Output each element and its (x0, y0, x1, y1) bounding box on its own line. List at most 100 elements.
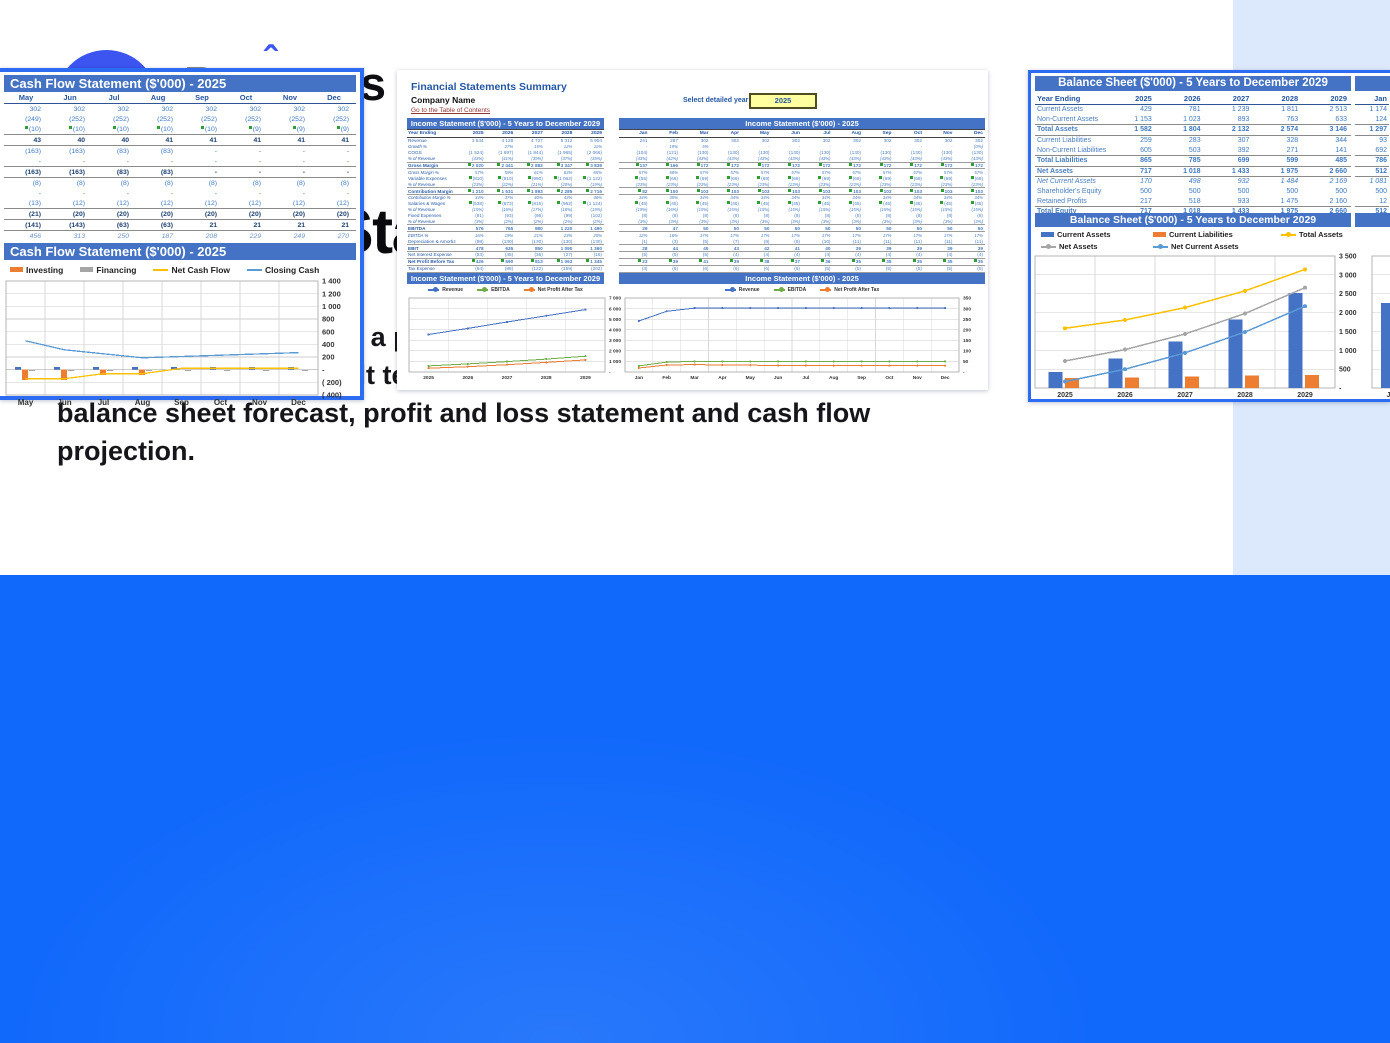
cell: (252) (245, 115, 261, 123)
flag-icon (970, 201, 974, 205)
cell: (252) (201, 115, 217, 123)
cell: 500 (1375, 188, 1387, 196)
cell: 865 (1107, 154, 1156, 167)
cell: (12) (292, 199, 305, 207)
cell: 259 (1140, 137, 1152, 145)
cell: 50 (924, 224, 955, 233)
row-label: Variable Expenses (408, 175, 447, 181)
cell: (5) (977, 266, 983, 272)
cell: 485 (1302, 154, 1351, 167)
cell: 302 (944, 138, 953, 144)
svg-text:300: 300 (963, 306, 971, 312)
cell: 229 (249, 232, 261, 240)
cell: (4) (977, 252, 983, 258)
cell: 302 (883, 138, 892, 144)
column-header: Dec (954, 129, 985, 138)
svg-text:350: 350 (963, 296, 971, 302)
table-row: (163) (163) (83) (83) - - - - (4, 166, 356, 178)
table-row: (8) (8) (8) (8) (8) (8) (8) (8) (8) (8) (8) (8) (619, 213, 985, 219)
cell: (43%) (788, 156, 800, 162)
cell: (2 066) (587, 150, 602, 156)
flag-icon (757, 188, 761, 192)
cell: 2 160 (1329, 197, 1347, 205)
svg-text:100: 100 (963, 349, 971, 355)
cell: 302 (700, 138, 709, 144)
legend-item: Total Assets (1281, 230, 1371, 239)
cell: (141) (4, 219, 48, 231)
cell: 172 (680, 161, 711, 170)
column-header: 2027 (515, 129, 545, 138)
cell: (8) (824, 213, 831, 219)
table-row: Net Assets 717 1 018 1 433 1 975 2 660 (1035, 165, 1351, 178)
cell: (4) (824, 252, 831, 258)
cell: (69) (711, 175, 742, 181)
cell: 217 (1140, 197, 1152, 205)
column-header: 2027 (1204, 93, 1254, 105)
svg-text:Aug: Aug (829, 375, 838, 381)
cell: (43%) (727, 156, 739, 162)
cell: 34% (638, 195, 648, 201)
cell: 34% (791, 195, 800, 201)
cell: (69) (741, 175, 772, 181)
cell: - (82, 189, 85, 197)
cell: 61% (534, 169, 543, 175)
cell: (53) (475, 252, 484, 258)
cell: (5) (946, 266, 953, 272)
cell: (69) (955, 175, 986, 181)
cell: (4) (885, 252, 892, 258)
cell: 1 345 (574, 257, 604, 266)
flag-icon (556, 188, 560, 192)
cell: (8) (120, 179, 129, 187)
cell: - (302, 157, 305, 165)
income-panel: Financial Statements Summary Company Nam… (397, 70, 988, 390)
cell: - (798, 144, 800, 150)
cell: 172 (863, 161, 894, 170)
column-header: 2026 (1155, 93, 1205, 105)
cell: 103 (771, 187, 802, 196)
legend-item: Revenue (724, 287, 760, 293)
cell: (12) (160, 199, 173, 207)
cell: (202) (591, 266, 602, 272)
table-row: (8) (8) (8) (8) (8) (8) (8) (8) (4, 178, 356, 189)
column-header: 2028 (544, 129, 575, 138)
cell: (5) (672, 252, 678, 258)
row-label: Revenue (408, 138, 427, 144)
cell: (2%) (504, 219, 514, 225)
flag-icon (851, 259, 855, 263)
cell: 12% (563, 144, 573, 150)
table-row: -------- (4, 156, 356, 167)
flag-icon (818, 163, 822, 166)
flag-icon (973, 259, 977, 263)
cell: 1 220 (544, 224, 575, 233)
cell: (6) (733, 266, 739, 272)
cell: 21 (180, 219, 224, 231)
cell: (23%) (880, 181, 892, 187)
cell: 478 (456, 244, 486, 253)
cell: (45) (894, 201, 925, 207)
cell: (4) (916, 252, 922, 258)
cell: 34% (882, 195, 892, 201)
cell: (45) (650, 201, 681, 207)
row-label: Net Profit Before Tax (407, 257, 456, 266)
cell: 39 (832, 244, 863, 253)
table-header-row: Jan (1355, 93, 1389, 105)
cashflow-chart-legend: Investing Financing Net Cash Flow Closing C… (10, 262, 356, 277)
cell: (23%) (727, 181, 739, 187)
flag-icon (665, 175, 669, 179)
flag-icon (818, 201, 822, 205)
select-year-input[interactable]: 2025 (749, 93, 817, 109)
cell: (20) (136, 208, 180, 220)
flag-icon (24, 125, 28, 129)
svg-text:150: 150 (963, 338, 971, 344)
cell: - (170, 157, 173, 165)
cell: (45) (833, 201, 864, 207)
svg-text:2025: 2025 (423, 375, 434, 381)
column-header: 2025 (456, 129, 486, 138)
cell: 576 (456, 224, 486, 233)
cell: (10) (92, 124, 136, 135)
cell: (8) (855, 213, 861, 219)
cell: (69) (894, 175, 925, 181)
table-of-contents-link[interactable]: Go to the Table of Contents (411, 107, 491, 114)
table-row: 12 (1355, 196, 1389, 206)
row-label: Current Liabilities (1037, 137, 1092, 145)
